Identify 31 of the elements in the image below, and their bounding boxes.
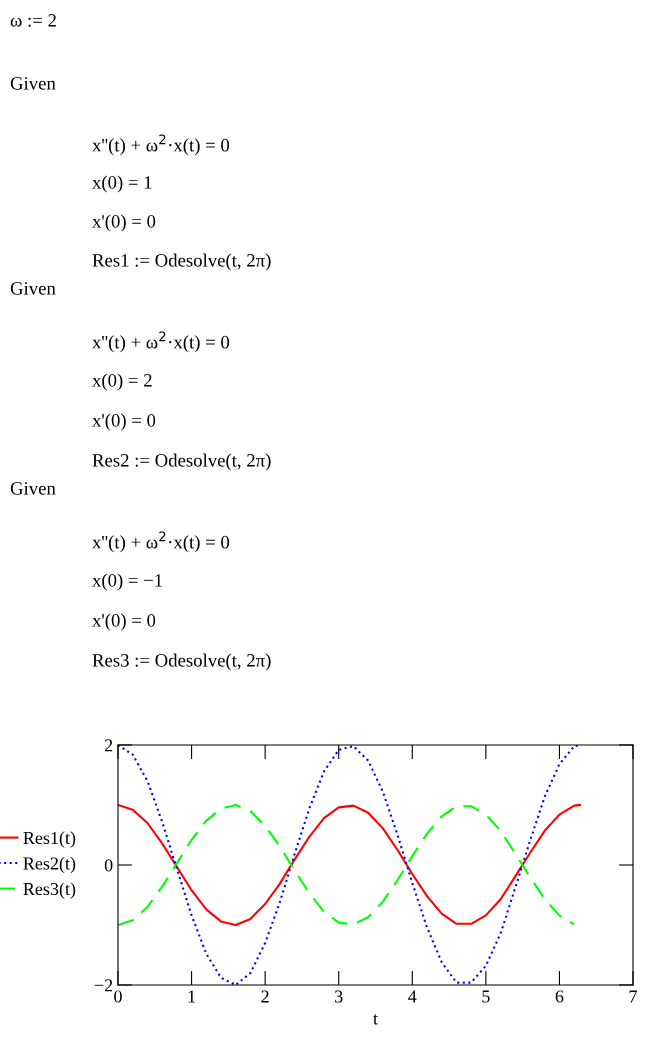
y-tick-label: 0 <box>104 859 113 872</box>
text: x(0) = 2 <box>92 373 152 391</box>
text: Res3 := Odesolve(t, 2π) <box>92 653 271 671</box>
text: Given <box>10 282 56 295</box>
x-axis-title: t <box>373 1014 378 1025</box>
text: x'(0) = 0 <box>92 613 156 631</box>
x-tick-label: 0 <box>114 990 122 1003</box>
text: x'(0) = 0 <box>92 413 156 431</box>
x-tick-label: 6 <box>555 990 564 1003</box>
x-tick-label: 4 <box>408 990 417 1003</box>
text: x''(t) + ω$^{2}$·x(t) = 0 <box>92 331 230 353</box>
y-tick-label: 2 <box>104 739 113 752</box>
x-tick-label: 7 <box>629 990 637 1003</box>
x-tick-label: 2 <box>261 990 269 1003</box>
x-tick-label: 3 <box>335 990 343 1003</box>
text: Res1 := Odesolve(t, 2π) <box>92 253 271 271</box>
text: Given <box>10 482 56 495</box>
x-tick-label: 1 <box>188 990 195 1003</box>
text: x'(0) = 0 <box>92 214 156 232</box>
text: x(0) = −1 <box>92 573 163 591</box>
legend-label: Res2(t) <box>23 856 76 874</box>
text: x(0) = 1 <box>92 175 152 193</box>
text: x''(t) + ω$^{2}$·x(t) = 0 <box>92 531 230 553</box>
legend-label: Res1(t) <box>23 831 76 848</box>
text: Given <box>10 77 56 90</box>
text: x''(t) + ω$^{2}$·x(t) = 0 <box>92 134 230 156</box>
y-tick-label: −2 <box>94 979 113 992</box>
x-tick-label: 5 <box>482 990 490 1003</box>
legend-label: Res3(t) <box>23 882 76 899</box>
text: Res2 := Odesolve(t, 2π) <box>92 453 271 471</box>
text: ω := 2 <box>10 14 56 27</box>
